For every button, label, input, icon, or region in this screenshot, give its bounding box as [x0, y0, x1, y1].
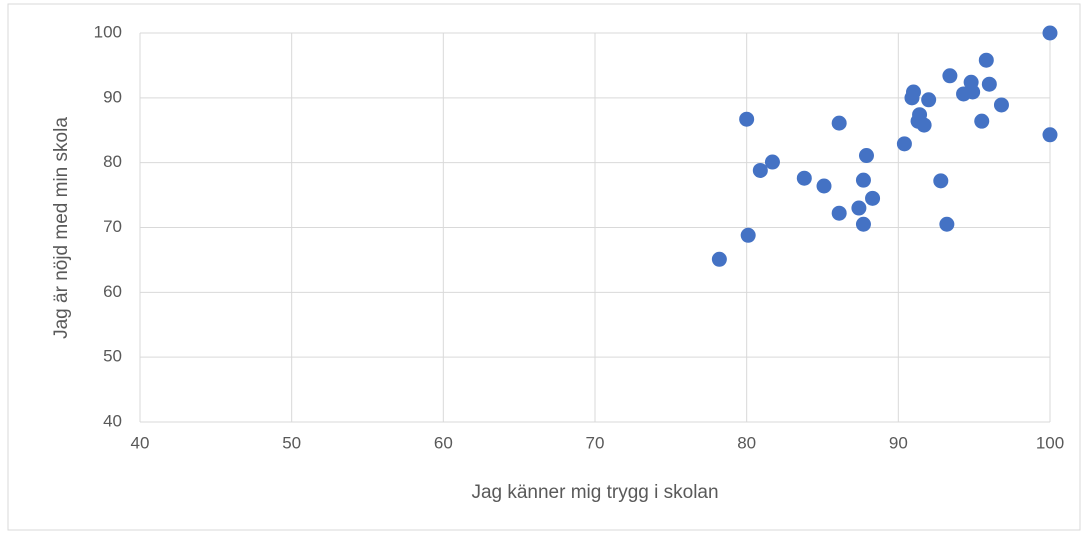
y-tick-label: 80 — [103, 152, 122, 171]
x-tick-label: 80 — [737, 433, 756, 452]
x-tick-label: 70 — [586, 433, 605, 452]
point — [858, 148, 874, 164]
point — [978, 52, 994, 68]
point — [921, 92, 937, 108]
point — [933, 173, 949, 189]
y-axis-title: Jag är nöjd med min skola — [51, 117, 72, 339]
chart-border — [7, 3, 1081, 531]
point — [764, 154, 780, 170]
x-tick-label: 90 — [889, 433, 908, 452]
point — [831, 205, 847, 221]
point — [974, 113, 990, 129]
x-tick-label: 50 — [282, 433, 301, 452]
x-tick-label: 100 — [1036, 433, 1064, 452]
point — [865, 190, 881, 206]
point — [851, 200, 867, 216]
point — [956, 86, 972, 102]
point — [752, 162, 768, 178]
y-tick-label: 60 — [103, 282, 122, 301]
point — [855, 172, 871, 188]
point — [896, 136, 912, 152]
y-tick-label: 40 — [103, 411, 122, 430]
point — [916, 117, 932, 133]
point — [739, 111, 755, 127]
point — [939, 216, 955, 232]
point — [796, 170, 812, 186]
x-tick-label: 40 — [131, 433, 150, 452]
point — [1042, 25, 1058, 41]
x-axis-title: Jag känner mig trygg i skolan — [471, 482, 718, 503]
point — [831, 115, 847, 131]
point — [816, 178, 832, 194]
y-tick-label: 70 — [103, 217, 122, 236]
point — [981, 76, 997, 92]
point — [904, 90, 920, 106]
point — [740, 227, 756, 243]
y-tick-label: 100 — [94, 22, 122, 41]
point — [993, 97, 1009, 113]
point — [942, 68, 958, 84]
point — [855, 216, 871, 232]
y-tick-label: 90 — [103, 87, 122, 106]
point — [1042, 127, 1058, 143]
point — [711, 251, 727, 267]
x-tick-label: 60 — [434, 433, 453, 452]
y-tick-label: 50 — [103, 347, 122, 366]
